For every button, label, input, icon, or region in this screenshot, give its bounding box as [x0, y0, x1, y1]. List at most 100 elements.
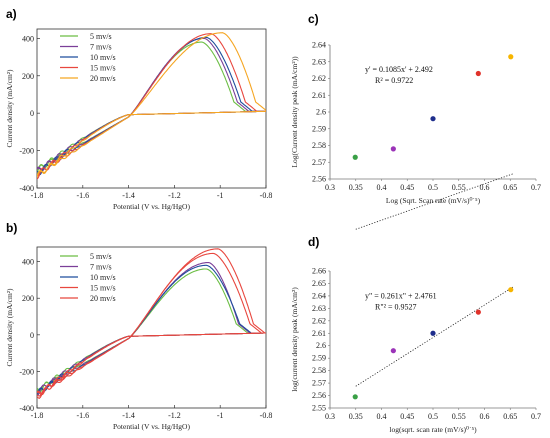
x-tick-label: -1: [217, 411, 224, 420]
y-tick-label: 2.61: [312, 91, 326, 100]
data-point: [430, 330, 436, 336]
y-axis-label: Log(Current density peak (mA/cm²)): [290, 56, 299, 168]
x-tick-label: 0.7: [531, 412, 541, 421]
x-tick-label: -1.8: [31, 411, 44, 420]
y-tick-label: 2.62: [312, 316, 326, 325]
data-point: [390, 146, 396, 152]
series-line-10-mv-s: [37, 264, 266, 396]
y-tick-label: 400: [22, 34, 34, 43]
plot-frame: [36, 28, 267, 189]
x-tick-label: -0.8: [260, 191, 273, 200]
y-tick-label: 2.62: [312, 74, 326, 83]
y-tick-label: -400: [19, 184, 34, 193]
curves: [37, 248, 266, 399]
y-tick-label: 2.56: [312, 175, 326, 184]
x-tick-label: 0.35: [349, 183, 363, 192]
legend-label: 5 mv/s: [90, 252, 112, 261]
x-tick-label: 0.7: [531, 183, 541, 192]
y-tick-label: 2.61: [312, 329, 326, 338]
legend-label: 15 mv/s: [90, 284, 116, 293]
y-tick-label: 2.65: [312, 279, 326, 288]
panel-letter: b): [6, 221, 17, 235]
x-tick-label: 0.65: [503, 412, 517, 421]
y-tick-label: 2.6: [316, 341, 326, 350]
x-tick-label: 0.4: [377, 183, 387, 192]
legend-label: 20 mv/s: [90, 74, 116, 83]
data-point: [430, 116, 436, 122]
panel-letter: a): [6, 7, 17, 21]
y-tick-label: 0: [30, 331, 34, 340]
x-tick-label: -1.2: [168, 191, 181, 200]
x-tick-label: -1.2: [168, 411, 181, 420]
equation-label: y" = 0.261x" + 2.4761: [365, 291, 437, 300]
legend-label: 5 mv/s: [90, 32, 112, 41]
panel-c-scatter-plot: c) 2.56 2.57 2.58 2.59 2.6 2.61 2.62 2.63 2.64 0.3…: [290, 12, 541, 230]
panel-a-cv-plot: a) -400 -200 0 200 400 -1.8 -1.6 -1.4 -1.2 -1 -0.8 P…: [5, 7, 272, 211]
y-tick-label: 2.58: [312, 141, 326, 150]
panel-b-cv-plot: b) -400 -200 0 200 400 -1.8 -1.6 -1.4 -1.2 -1 -0.8 P…: [5, 221, 272, 431]
y-tick-label: 2.66: [312, 267, 326, 276]
data-point: [390, 348, 396, 354]
legend-label: 20 mv/s: [90, 294, 116, 303]
x-tick-label: 0.3: [325, 183, 335, 192]
y-tick-label: 2.64: [312, 291, 326, 300]
x-tick-label: -1: [217, 191, 224, 200]
x-axis-label: log(sqrt. scan rate (mV/s)⁰˙⁵): [389, 425, 477, 434]
x-tick-label: 0.6: [480, 412, 490, 421]
y-tick-label: -200: [19, 367, 34, 376]
legend-label: 15 mv/s: [90, 64, 116, 73]
x-tick-label: 0.35: [349, 412, 363, 421]
y-tick-label: -200: [19, 147, 34, 156]
x-tick-label: 0.5: [428, 412, 438, 421]
panel-d-scatter-plot: d) 2.55 2.56 2.57 2.58 2.59 2.6 2.61 2.62 2.63 2.6…: [290, 235, 541, 434]
y-tick-label: 0: [30, 109, 34, 118]
data-point: [508, 54, 514, 60]
x-tick-label: 0.45: [400, 412, 414, 421]
data-point: [508, 287, 514, 293]
y-tick-label: 2.55: [312, 404, 326, 413]
series-line-7-mv-s: [37, 37, 266, 172]
y-tick-label: 2.57: [312, 379, 326, 388]
series-line-20-mv-s: [37, 32, 266, 178]
series-line-20-mv-s: [37, 248, 266, 399]
equation-label: y' = 0.1085x' + 2.492: [365, 65, 433, 74]
x-tick-label: 0.5: [428, 183, 438, 192]
x-tick-label: 0.6: [480, 183, 490, 192]
y-tick-label: 400: [22, 258, 34, 267]
y-tick-label: 2.57: [312, 158, 326, 167]
data-point: [352, 394, 358, 400]
x-tick-label: 0.45: [400, 183, 414, 192]
series-line-15-mv-s: [37, 252, 266, 396]
y-tick-label: 2.63: [312, 57, 326, 66]
y-tick-label: 2.59: [312, 124, 326, 133]
trendline: [355, 286, 514, 387]
panel-letter: c): [308, 12, 319, 26]
x-tick-label: 0.4: [377, 412, 387, 421]
r-squared-label: R² = 0.9722: [375, 76, 413, 85]
x-tick-label: 0.55: [452, 183, 466, 192]
curves: [37, 32, 266, 180]
data-point: [352, 154, 358, 160]
series-line-10-mv-s: [37, 36, 266, 176]
y-tick-label: 2.56: [312, 391, 326, 400]
legend-label: 10 mv/s: [90, 273, 116, 282]
r-squared-label: R"² = 0.9527: [375, 302, 417, 311]
y-axis-label: log(current density peak (mA/cm²): [290, 287, 299, 392]
plot-frame: [36, 246, 267, 409]
y-axis-label: Current density (mA/cm²): [5, 69, 14, 148]
x-axis-label: Log (Sqrt. Scan rate (mV/s)⁰˙⁵): [386, 196, 481, 205]
data-point: [475, 309, 481, 315]
x-tick-label: 0.3: [325, 412, 335, 421]
y-tick-label: 2.64: [312, 41, 326, 50]
series-line-5-mv-s: [37, 41, 266, 174]
y-tick-label: 2.63: [312, 304, 326, 313]
y-axis-label: Current density (mA/cm²): [5, 288, 14, 367]
x-tick-label: 0.55: [452, 412, 466, 421]
series-line-15-mv-s: [37, 33, 266, 180]
x-tick-label: -1.6: [76, 411, 89, 420]
legend-label: 10 mv/s: [90, 53, 116, 62]
x-tick-label: -1.8: [31, 191, 44, 200]
x-axis-label: Potential (V vs. Hg/HgO): [113, 422, 190, 431]
legend-label: 7 mv/s: [90, 263, 112, 272]
